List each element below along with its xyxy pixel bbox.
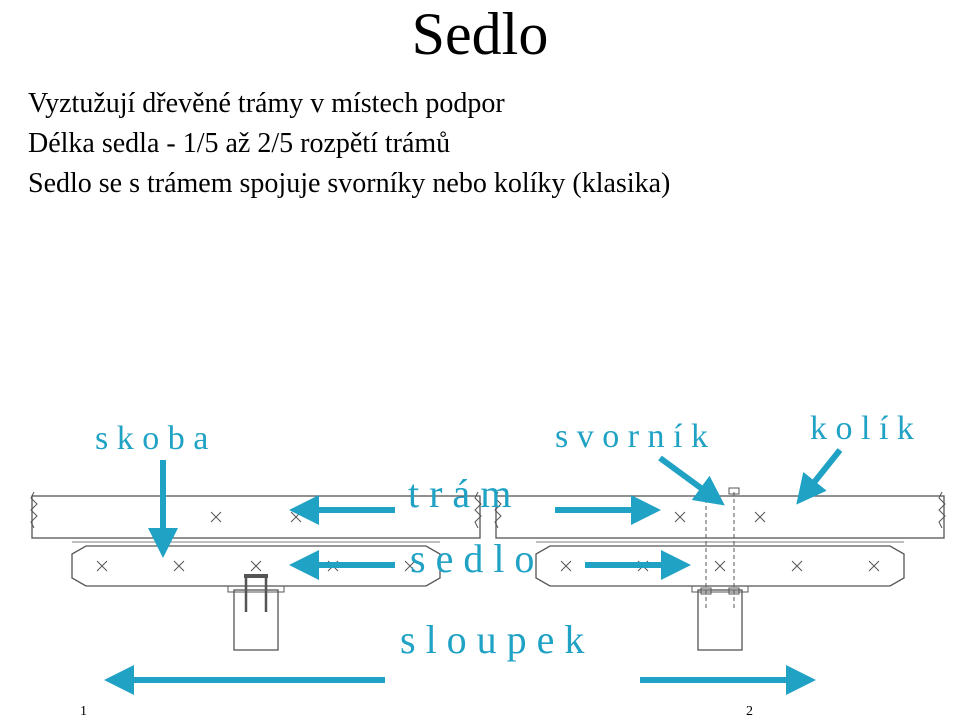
arrow-svornik-arrow (660, 458, 720, 502)
body-line-2: Sedlo se s trámem spojuje svorníky nebo … (28, 168, 670, 200)
body-line-1: Délka sedla - 1/5 až 2/5 rozpětí trámů (28, 128, 450, 160)
figure-number-1: 1 (80, 704, 87, 720)
page-title: Sedlo (0, 0, 960, 69)
label-tram: t r á m (408, 470, 511, 517)
label-sedlo: s e d l o (410, 535, 534, 582)
label-svornik: s v o r n í k (555, 418, 708, 456)
body-line-0: Vyztužují dřevěné trámy v místech podpor (28, 88, 505, 120)
figure-number-2: 2 (746, 704, 753, 720)
label-kolik: k o l í k (810, 410, 914, 448)
arrow-kolik-arrow (800, 450, 840, 500)
label-skoba: s k o b a (95, 420, 208, 458)
label-sloupek: s l o u p e k (400, 616, 584, 663)
